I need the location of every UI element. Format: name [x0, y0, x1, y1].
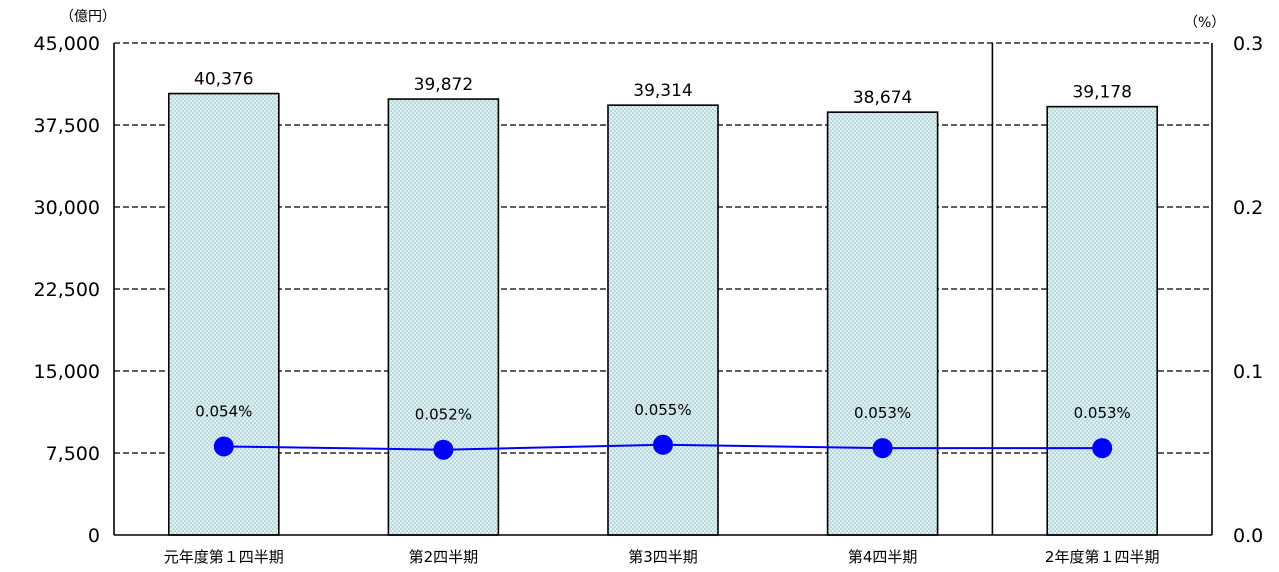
- ratio-point: [213, 436, 234, 457]
- bar-value-label: 39,872: [414, 75, 473, 95]
- right-tick-label: 0.0: [1233, 525, 1263, 547]
- right-tick-label: 0.3: [1233, 33, 1263, 55]
- left-tick-label: 30,000: [34, 197, 100, 219]
- right-tick-label: 0.2: [1233, 197, 1263, 219]
- bar: [387, 98, 500, 536]
- right-tick-label: 0.1: [1233, 361, 1263, 383]
- ratio-value-label: 0.055%: [634, 401, 691, 419]
- bar: [607, 104, 719, 536]
- ratio-point: [872, 438, 893, 459]
- left-tick-label: 37,500: [34, 115, 100, 137]
- ratio-point: [433, 439, 454, 460]
- category-label: 元年度第１四半期: [164, 548, 284, 566]
- right-axis-unit-label: （%）: [1184, 15, 1225, 31]
- bar-value-label: 40,376: [194, 70, 253, 90]
- left-tick-label: 7,500: [46, 443, 100, 465]
- left-tick-label: 0: [88, 525, 100, 547]
- left-tick-label: 15,000: [34, 361, 100, 383]
- category-label: 第3四半期: [628, 548, 698, 566]
- bar-value-label: 39,314: [633, 81, 692, 101]
- category-label: 第4四半期: [848, 548, 918, 566]
- bar: [168, 92, 280, 536]
- bar: [826, 111, 939, 536]
- ratio-point: [653, 434, 673, 455]
- ratio-value-label: 0.054%: [195, 402, 252, 420]
- bar: [1046, 105, 1158, 536]
- left-tick-label: 22,500: [34, 279, 100, 301]
- category-label: 第2四半期: [409, 548, 479, 566]
- left-axis-unit-label: （億円）: [60, 9, 116, 25]
- bar-value-label: 38,674: [853, 88, 912, 108]
- ratio-value-label: 0.052%: [415, 406, 472, 424]
- left-tick-label: 45,000: [34, 33, 100, 55]
- ratio-value-label: 0.053%: [854, 404, 911, 422]
- ratio-value-label: 0.053%: [1074, 404, 1131, 422]
- bar-value-label: 39,178: [1072, 83, 1131, 103]
- ratio-point: [1092, 438, 1113, 459]
- category-label: 2年度第１四半期: [1045, 548, 1160, 566]
